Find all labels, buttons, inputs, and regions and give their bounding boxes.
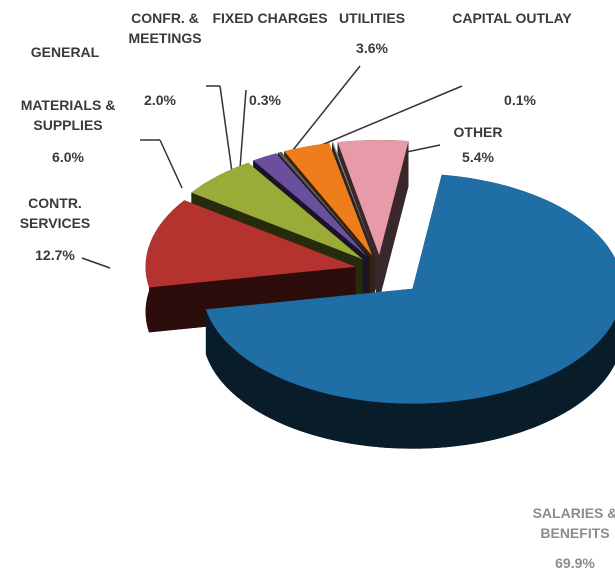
leader-line: [304, 85, 463, 153]
slice-label: CAPITAL OUTLAY: [452, 10, 572, 26]
value-label: 0.1%: [504, 92, 536, 108]
slice: [332, 142, 375, 256]
slice: [253, 153, 368, 257]
slice: [284, 143, 373, 256]
slice: [145, 200, 356, 288]
value-label: 12.7%: [35, 247, 75, 263]
slice-label: GENERAL: [30, 44, 100, 60]
leader-line: [219, 85, 233, 173]
leader-line: [239, 89, 247, 169]
leader-line: [284, 65, 361, 161]
slice: [191, 162, 363, 260]
value-label: 6.0%: [52, 149, 84, 165]
slice-label: SALARIES & BENEFITS: [532, 505, 615, 541]
leader-line: [81, 257, 111, 269]
slice-label: CONFR. & MEETINGS: [128, 10, 202, 46]
slice-label: FIXED CHARGES: [212, 10, 328, 26]
value-label: 5.4%: [462, 149, 494, 165]
slice-label: OTHER: [453, 124, 503, 140]
value-label: 3.6%: [356, 40, 388, 56]
value-label: 69.9%: [555, 555, 595, 571]
slice: [277, 152, 370, 257]
value-label: 2.0%: [144, 92, 176, 108]
slice: [337, 139, 409, 255]
slice: [205, 174, 615, 404]
leader-line: [159, 139, 183, 189]
slice-label: MATERIALS & SUPPLIES: [20, 97, 116, 133]
slice-label: UTILITIES: [338, 10, 406, 26]
value-label: 0.3%: [249, 92, 281, 108]
slice-label: CONTR. SERVICES: [19, 195, 91, 231]
